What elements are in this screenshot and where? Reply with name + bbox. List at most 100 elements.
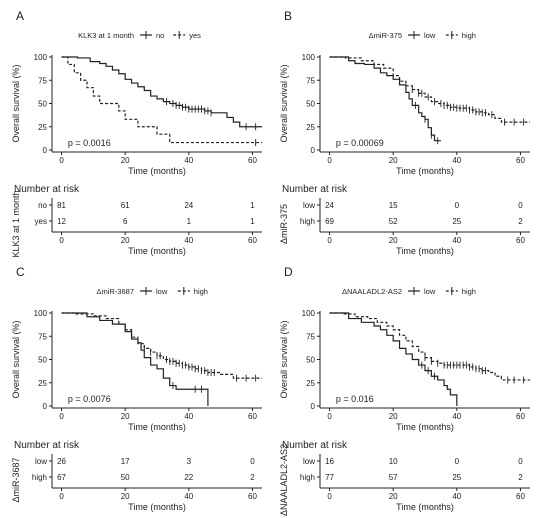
x-tick-label: 60 bbox=[248, 412, 257, 421]
legend-title: ΔNAALADL2-AS2 bbox=[342, 287, 402, 296]
risk-count: 24 bbox=[325, 201, 334, 210]
legend: ΔNAALADL2-AS2 low high bbox=[342, 287, 476, 296]
risk-count: 16 bbox=[325, 457, 334, 466]
risk-table: Number at risk ΔmiR-3687 low 26 17 3 0 high 67 50… bbox=[11, 440, 262, 512]
legend-label-low: low bbox=[424, 31, 436, 40]
y-tick-label: 75 bbox=[306, 332, 315, 341]
risk-table-title: Number at risk bbox=[14, 184, 80, 195]
legend-label-high: high bbox=[462, 287, 476, 296]
risk-x-tick-label: 40 bbox=[452, 492, 461, 501]
x-tick-label: 20 bbox=[389, 156, 398, 165]
risk-table-title: Number at risk bbox=[14, 440, 80, 451]
survival-curve-high bbox=[329, 56, 530, 123]
risk-row-label: high bbox=[300, 217, 315, 226]
y-tick-label: 25 bbox=[38, 379, 47, 388]
x-axis-title: Time (months) bbox=[396, 166, 454, 176]
risk-x-tick-label: 60 bbox=[516, 492, 525, 501]
risk-x-axis-title: Time (months) bbox=[396, 502, 454, 512]
survival-curve-no bbox=[61, 56, 262, 128]
risk-row-label: high bbox=[32, 473, 47, 482]
risk-count: 12 bbox=[57, 217, 66, 226]
legend-label-no: no bbox=[156, 31, 164, 40]
legend-label-low: low bbox=[424, 287, 436, 296]
risk-x-tick-label: 60 bbox=[248, 236, 257, 245]
x-tick-label: 20 bbox=[389, 412, 398, 421]
risk-count: 17 bbox=[121, 457, 130, 466]
risk-count: 0 bbox=[455, 201, 460, 210]
risk-table-y-title: ΔNAALADL2-AS2 bbox=[279, 444, 289, 516]
series-high bbox=[329, 312, 530, 384]
survival-curve-low bbox=[61, 312, 209, 406]
x-tick-label: 20 bbox=[121, 156, 130, 165]
risk-x-axis-title: Time (months) bbox=[128, 502, 186, 512]
y-tick-label: 75 bbox=[38, 76, 47, 85]
x-axis-title: Time (months) bbox=[128, 166, 186, 176]
panel-letter: D bbox=[284, 265, 293, 279]
y-tick-label: 25 bbox=[38, 123, 47, 132]
y-axis-title: Overall survival (%) bbox=[11, 320, 21, 398]
risk-x-tick-label: 20 bbox=[389, 236, 398, 245]
y-tick-label: 50 bbox=[306, 100, 315, 109]
survival-curve-high bbox=[329, 312, 530, 381]
legend-label-low: low bbox=[156, 287, 168, 296]
legend: ΔmiR-375 low high bbox=[369, 31, 476, 40]
legend: ΔmiR-3687 low high bbox=[96, 287, 208, 296]
y-tick-label: 0 bbox=[311, 402, 316, 411]
risk-count: 24 bbox=[184, 201, 193, 210]
series-high bbox=[61, 312, 262, 382]
y-tick-label: 75 bbox=[38, 332, 47, 341]
risk-x-tick-label: 60 bbox=[248, 492, 257, 501]
risk-count: 1 bbox=[250, 201, 255, 210]
risk-x-tick-label: 40 bbox=[184, 236, 193, 245]
risk-row-label: low bbox=[35, 457, 47, 466]
risk-count: 3 bbox=[187, 457, 192, 466]
x-tick-label: 0 bbox=[327, 156, 332, 165]
panel-letter: C bbox=[16, 265, 25, 279]
risk-row-label: high bbox=[300, 473, 315, 482]
y-tick-label: 75 bbox=[306, 76, 315, 85]
legend-title: ΔmiR-375 bbox=[369, 31, 402, 40]
x-tick-label: 0 bbox=[327, 412, 332, 421]
risk-table-y-title: ΔmiR-3687 bbox=[11, 457, 21, 502]
y-tick-label: 100 bbox=[302, 53, 316, 62]
x-tick-label: 20 bbox=[121, 412, 130, 421]
x-axis-title: Time (months) bbox=[128, 422, 186, 432]
survival-curve-yes bbox=[61, 56, 262, 144]
legend: KLK3 at 1 month no yes bbox=[78, 31, 201, 40]
risk-count: 15 bbox=[389, 201, 398, 210]
risk-row-label: low bbox=[303, 457, 315, 466]
x-tick-label: 40 bbox=[452, 412, 461, 421]
y-tick-label: 50 bbox=[38, 100, 47, 109]
risk-count: 22 bbox=[184, 473, 193, 482]
series-low bbox=[329, 312, 458, 406]
risk-table-y-title: ΔmiR-375 bbox=[279, 204, 289, 244]
survival-axes: 0 25 50 75 100 0 20 40 60 Time (months) Overall su… bbox=[11, 309, 262, 432]
risk-count: 25 bbox=[452, 473, 461, 482]
x-tick-label: 40 bbox=[452, 156, 461, 165]
risk-table-title: Number at risk bbox=[282, 440, 348, 451]
risk-count: 2 bbox=[518, 217, 523, 226]
x-tick-label: 0 bbox=[59, 412, 64, 421]
survival-axes: 0 25 50 75 100 0 20 40 60 Time (months) Overall su… bbox=[279, 53, 530, 176]
y-axis-title: Overall survival (%) bbox=[11, 64, 21, 142]
risk-count: 6 bbox=[123, 217, 128, 226]
risk-x-tick-label: 0 bbox=[327, 236, 332, 245]
legend-label-high: high bbox=[462, 31, 476, 40]
p-value: p = 0.00069 bbox=[336, 138, 384, 148]
risk-count: 61 bbox=[121, 201, 130, 210]
legend-title: KLK3 at 1 month bbox=[78, 31, 134, 40]
survival-curve-low bbox=[329, 312, 458, 406]
risk-table: Number at risk ΔmiR-375 low 24 15 0 0 high 69 52 2… bbox=[279, 184, 530, 256]
panel-letter: B bbox=[284, 9, 292, 23]
y-tick-label: 100 bbox=[34, 53, 48, 62]
p-value: p = 0.016 bbox=[336, 394, 374, 404]
risk-count: 52 bbox=[389, 217, 398, 226]
legend-title: ΔmiR-3687 bbox=[96, 287, 134, 296]
risk-x-tick-label: 40 bbox=[184, 492, 193, 501]
risk-x-tick-label: 60 bbox=[516, 236, 525, 245]
risk-count: 50 bbox=[121, 473, 130, 482]
